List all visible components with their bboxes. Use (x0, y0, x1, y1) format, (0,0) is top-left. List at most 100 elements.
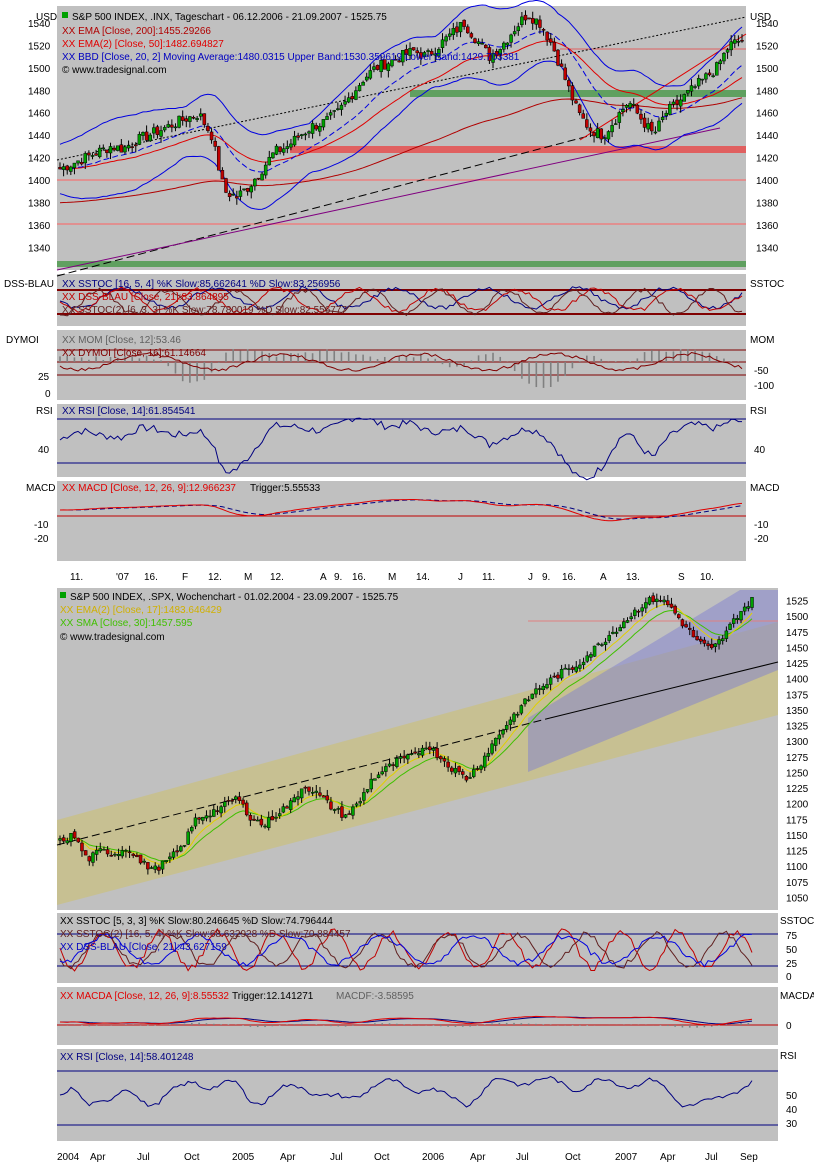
macd-bar (176, 1023, 178, 1025)
mom-bar (254, 350, 256, 362)
x-tick-label: Jul (516, 1152, 529, 1163)
candle-body (303, 786, 308, 789)
candle-body (646, 123, 650, 130)
mom-bar (217, 362, 220, 364)
mom-bar (622, 362, 624, 364)
candle-body (263, 164, 268, 176)
candle-body (109, 854, 114, 857)
candle-body (108, 146, 113, 154)
candle-body (431, 748, 436, 751)
candle-body (238, 190, 243, 197)
x-tick-label: A (320, 572, 327, 583)
candle-body (190, 827, 194, 832)
candle-body (314, 790, 319, 793)
x-tick-label: 9. (542, 572, 550, 583)
candle-body (633, 609, 637, 616)
candle-body (621, 109, 625, 113)
bollinger-upper-line (59, 0, 743, 145)
macd-bar (725, 1024, 728, 1025)
mom-bar (304, 352, 307, 362)
top-purple-trendline (56, 127, 721, 271)
y-tick-label: 1400 (786, 675, 809, 686)
candle-body (395, 757, 399, 767)
mom-bar (109, 356, 112, 362)
macd-bar (191, 1022, 193, 1025)
candle-body (296, 135, 300, 138)
candle-body (310, 123, 315, 134)
candle-body (724, 630, 729, 639)
mom-bar (181, 362, 184, 382)
bottom-x-axis: 2004 Apr Jul Oct 2005 Apr Jul Oct 2006 Apr Jul Oct 2… (57, 1152, 758, 1163)
candle-body (197, 817, 201, 820)
candle-body (354, 803, 359, 806)
candle-body (422, 52, 427, 57)
x-tick-label: 12. (270, 572, 284, 583)
macd-bar (337, 1025, 340, 1027)
top-macd-tick-m10-right: -10 (754, 520, 769, 531)
y-tick-label: 1225 (786, 784, 809, 795)
candle-body (206, 125, 210, 132)
candle-body (401, 49, 405, 63)
top-macd-legend-1: XX MACD [Close, 12, 26, 9]:12.966237 (62, 483, 236, 494)
candle-body (611, 631, 615, 634)
mom-bar (95, 356, 97, 362)
x-tick-label: Apr (90, 1152, 106, 1163)
candle-body (245, 188, 250, 192)
mom-bar (391, 360, 393, 362)
candle-body (567, 80, 571, 87)
candle-body (149, 867, 154, 869)
candle-body (688, 627, 692, 630)
candle-body (520, 16, 524, 26)
candle-body (408, 48, 412, 56)
candle-body (376, 774, 381, 778)
y-tick-label: 1275 (786, 753, 809, 764)
candle-body (299, 788, 304, 799)
candle-body (707, 72, 712, 76)
mom-bar (383, 356, 386, 362)
macd-bar (381, 1023, 384, 1025)
bottom-candles (58, 592, 754, 875)
mom-bar (145, 355, 148, 362)
bottom-rsi-panel (57, 1049, 778, 1141)
x-tick-label: S (678, 572, 685, 583)
candle-body (453, 768, 458, 774)
x-tick-label: Apr (280, 1152, 296, 1163)
macd-bar (461, 1025, 464, 1027)
candle-body (131, 853, 135, 856)
candle-body (451, 28, 456, 36)
candle-body (700, 78, 705, 81)
candle-body (126, 145, 131, 149)
candle-body (98, 848, 103, 852)
mom-bar (116, 357, 119, 362)
candle-body (361, 81, 365, 86)
candle-body (466, 26, 470, 34)
bottom-rsi-tick-30: 30 (786, 1119, 798, 1130)
candle-body (134, 144, 138, 147)
candle-body (526, 699, 531, 702)
y-tick-label: 1500 (786, 612, 809, 623)
mom-bar (441, 362, 444, 365)
mom-bar (715, 356, 718, 362)
candle-body (406, 754, 410, 760)
top-rsi-tick-left: 40 (38, 445, 50, 456)
candle-body (380, 771, 384, 775)
candle-body (614, 631, 619, 634)
candle-body (446, 761, 450, 768)
candle-body (660, 116, 665, 120)
x-tick-label: F (182, 572, 188, 583)
candle-body (577, 104, 582, 113)
top-currency-left: USD (36, 12, 57, 23)
candle-body (695, 636, 699, 641)
ema-200-line (59, 97, 743, 204)
macd-bar (681, 1025, 684, 1028)
macd-bar (88, 1025, 91, 1027)
y-tick-label: 1200 (786, 800, 809, 811)
candle-body (657, 120, 661, 132)
mom-bar (513, 362, 516, 372)
macd-bar (498, 1022, 501, 1025)
mom-bar (636, 358, 639, 362)
candle-body (83, 850, 88, 856)
candle-body (343, 101, 347, 105)
macd-bar (579, 1025, 581, 1026)
candle-body (354, 90, 358, 100)
